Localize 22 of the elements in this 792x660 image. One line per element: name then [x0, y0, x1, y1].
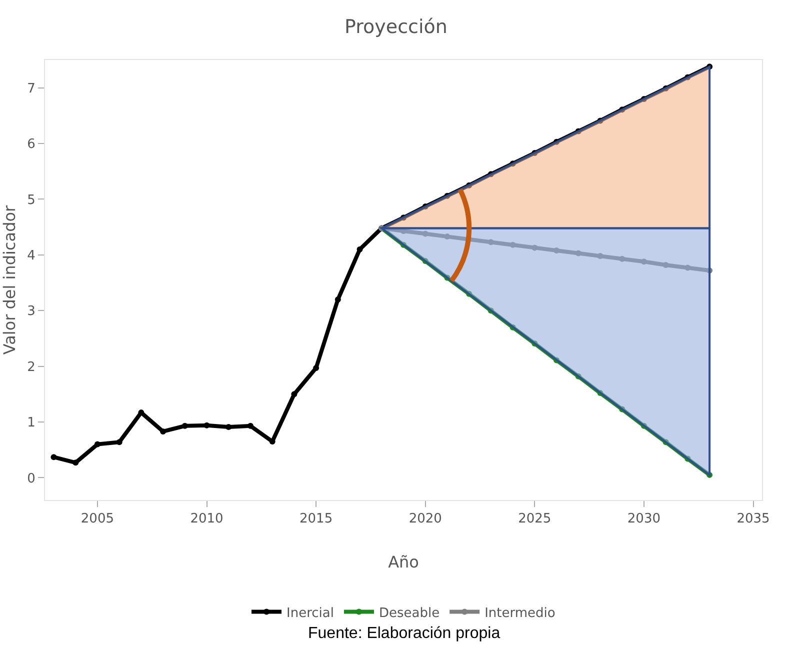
- x-tick-label: 2015: [300, 512, 333, 527]
- chart-title: Proyección: [344, 16, 448, 38]
- y-tick-label: 2: [27, 360, 36, 375]
- y-tick-label: 5: [27, 192, 36, 208]
- source-note: Fuente: Elaboración propia: [308, 625, 500, 642]
- x-tick-label: 2010: [190, 512, 224, 527]
- y-tick-label: 3: [27, 304, 36, 320]
- x-tick-label: 2025: [518, 512, 552, 527]
- x-tick-label: 2035: [736, 512, 770, 527]
- y-tick-label: 6: [27, 137, 36, 152]
- x-tick-label: 2005: [80, 512, 114, 527]
- y-tick-label: 1: [27, 416, 36, 431]
- y-axis-title: Valor del indicador: [0, 204, 19, 355]
- x-axis-title: Año: [388, 552, 419, 572]
- x-tick-label: 2020: [408, 512, 442, 527]
- y-tick-label: 4: [27, 248, 36, 264]
- legend-label: Intermedio: [484, 606, 556, 621]
- legend-label: Inercial: [286, 606, 334, 621]
- y-tick-label: 7: [27, 81, 36, 96]
- legend-label: Deseable: [378, 606, 440, 621]
- y-tick-label: 0: [27, 471, 36, 486]
- x-tick-label: 2030: [627, 512, 661, 527]
